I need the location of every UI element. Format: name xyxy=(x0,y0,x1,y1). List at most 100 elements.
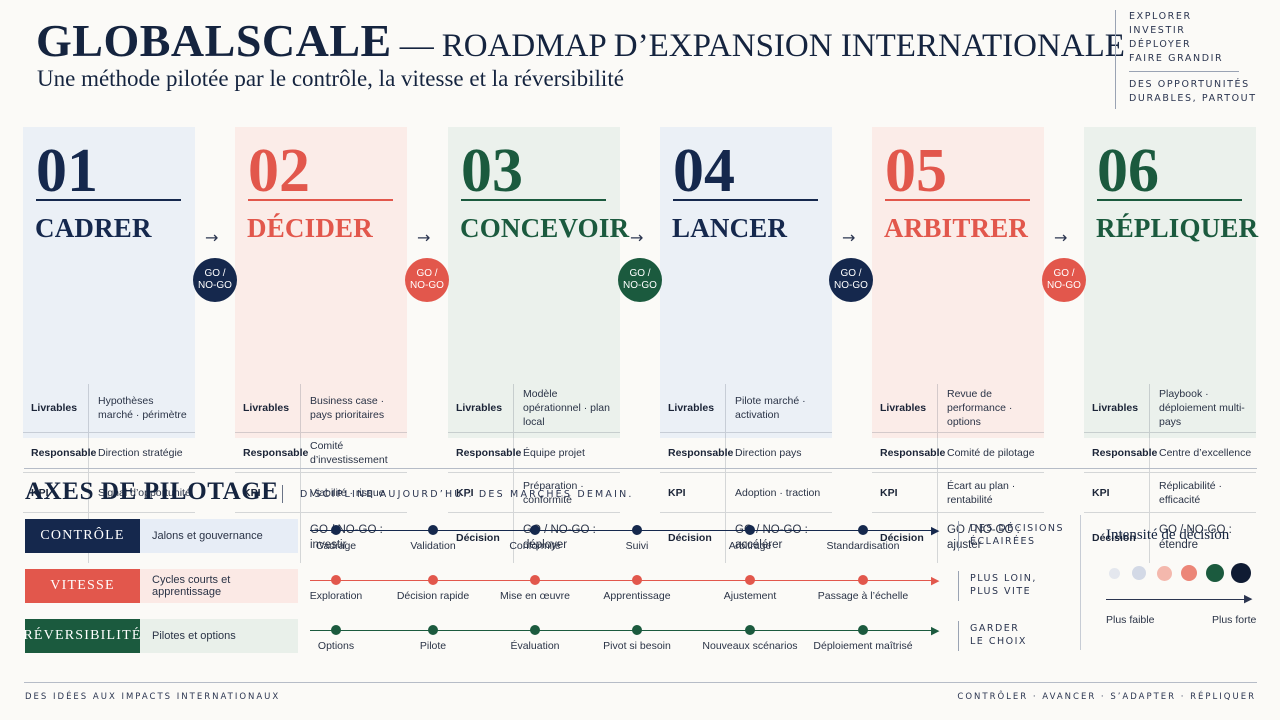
detail-row-responsable: Responsable Centre d’excellence xyxy=(1084,433,1256,473)
detail-label: Responsable xyxy=(23,433,96,472)
intensity-dot xyxy=(1108,567,1120,579)
detail-row-decision: Décision GO / NO-GO : ajuster xyxy=(872,513,1044,563)
side-word: EXPLORER xyxy=(1129,11,1192,22)
detail-value: GO / NO-GO : étendre xyxy=(1159,524,1232,551)
step-number: 05 xyxy=(885,137,947,205)
milestone-dot xyxy=(632,625,642,635)
caption-line: ÉCLAIRÉES xyxy=(970,536,1036,547)
badge-line: GO / xyxy=(416,268,438,279)
detail-value: GO / NO-GO : déployer xyxy=(523,524,596,551)
caption-divider xyxy=(958,571,959,601)
axis-description: Jalons et gouvernance xyxy=(140,519,298,553)
intensity-dot xyxy=(1231,563,1251,583)
milestone-label: Cadrage xyxy=(315,540,357,552)
milestone-dot xyxy=(530,525,540,535)
detail-row-kpi: KPI Viabilité · risque xyxy=(235,473,407,513)
timeline-arrow-icon: ▶ xyxy=(931,624,940,637)
detail-value: Revue de performance · options xyxy=(947,388,1013,428)
axis-description: Pilotes et options xyxy=(140,619,298,653)
section-divider xyxy=(24,468,1257,469)
step-number: 01 xyxy=(36,137,98,205)
arrow-right-icon: → xyxy=(630,228,644,247)
milestone-label: Arbitrage xyxy=(728,540,772,552)
badge-line: GO / xyxy=(1053,268,1075,279)
step-card-01: 01 CADRER Livrables Hypothèses marché · pér… xyxy=(23,127,195,563)
detail-label: Décision xyxy=(872,513,938,563)
detail-value: GO / NO-GO : accélérer xyxy=(735,524,808,551)
detail-value: Pilote marché · activation xyxy=(735,395,806,421)
milestone-dot xyxy=(745,625,755,635)
go-no-go-badge: GO / NO-GO xyxy=(193,258,237,302)
milestone-label: Suivi xyxy=(625,540,649,552)
go-no-go-badge: GO / NO-GO xyxy=(1042,258,1086,302)
milestone-label: Déploiement maîtrisé xyxy=(813,640,913,652)
detail-row-decision: Décision GO / NO-GO : accélérer xyxy=(660,513,832,563)
detail-row-livrables: Livrables Hypothèses marché · périmètre xyxy=(23,384,195,433)
caption-line: LE CHOIX xyxy=(970,636,1027,647)
detail-row-livrables: Livrables Business case · pays prioritair… xyxy=(235,384,407,433)
detail-value: Comité d’investissement xyxy=(310,439,388,466)
detail-value: Hypothèses marché · périmètre xyxy=(98,395,187,421)
step-name: CONCEVOIR xyxy=(460,213,630,243)
detail-row-livrables: Livrables Playbook · déploiement multi-pa… xyxy=(1084,384,1256,433)
milestone-label: Évaluation xyxy=(510,640,560,652)
milestone-label: Options xyxy=(317,640,355,652)
milestone-dot xyxy=(858,575,868,585)
step-name: ARBITRER xyxy=(884,213,1029,243)
milestone-dot xyxy=(428,575,438,585)
badge-line: NO-GO xyxy=(1047,280,1081,291)
detail-row-kpi: KPI Écart au plan · rentabilité xyxy=(872,473,1044,513)
milestone-label: Ajustement xyxy=(723,590,777,602)
detail-label: Livrables xyxy=(872,384,938,432)
milestone-label: Conformité xyxy=(509,540,561,552)
detail-label: KPI xyxy=(23,473,89,512)
detail-value: Comité de pilotage xyxy=(947,446,1035,459)
axis-label-1: VITESSE xyxy=(25,569,140,603)
step-number-underline xyxy=(248,199,393,201)
badge-line: NO-GO xyxy=(623,280,657,291)
detail-row-responsable: Responsable Direction stratégie xyxy=(23,433,195,473)
step-number: 02 xyxy=(248,137,310,205)
side-word: FAIRE GRANDIR xyxy=(1129,53,1224,64)
step-number: 06 xyxy=(1097,137,1159,205)
intensity-dot xyxy=(1132,566,1146,580)
axes-title: AXES DE PILOTAGE xyxy=(25,478,279,505)
step-card-04: 04 LANCER Livrables Pilote marché · activat… xyxy=(660,127,832,563)
axes-tagline: DISCIPLINE AUJOURD’HUI. DES MARCHÉS DEMA… xyxy=(300,489,634,500)
detail-label: KPI xyxy=(1084,473,1150,512)
detail-row-decision: Décision GO / NO-GO : déployer xyxy=(448,513,620,563)
detail-label: KPI xyxy=(235,473,301,512)
timeline-arrow-icon: ▶ xyxy=(931,574,940,587)
footer-left-text: DES IDÉES AUX IMPACTS INTERNATIONAUX xyxy=(25,692,281,702)
detail-label: Livrables xyxy=(660,384,726,432)
intensity-arrow-head-icon: ▶ xyxy=(1244,592,1253,605)
side-tagline: DES OPPORTUNITÉS xyxy=(1129,79,1250,90)
caption-line: GARDER xyxy=(970,623,1020,634)
intensity-arrow xyxy=(1106,599,1251,600)
footer-divider xyxy=(24,682,1257,683)
detail-label: Livrables xyxy=(1084,384,1150,432)
step-card-06: 06 RÉPLIQUER Livrables Playbook · déploieme… xyxy=(1084,127,1258,563)
milestone-dot xyxy=(632,525,642,535)
milestone-dot xyxy=(331,525,341,535)
brand-name: GLOBALSCALE xyxy=(36,15,392,66)
milestone-label: Standardisation xyxy=(826,540,900,552)
detail-label: KPI xyxy=(448,473,514,512)
step-card-05: 05 ARBITRER Livrables Revue de performance … xyxy=(872,127,1044,563)
detail-label: Livrables xyxy=(448,384,514,432)
detail-row-livrables: Livrables Modèle opérationnel · plan loca… xyxy=(448,384,620,433)
step-number-underline xyxy=(36,199,181,201)
detail-value: Équipe projet xyxy=(523,446,585,459)
detail-value: Réplicabilité · efficacité xyxy=(1159,479,1223,506)
header-divider xyxy=(1115,10,1116,109)
milestone-dot xyxy=(530,625,540,635)
milestone-label: Décision rapide xyxy=(396,590,470,602)
detail-value: Direction stratégie xyxy=(98,446,183,459)
detail-label: Livrables xyxy=(235,384,301,432)
detail-value: GO / NO-GO : ajuster xyxy=(947,524,1020,551)
footer-right-text: CONTRÔLER · AVANCER · S’ADAPTER · RÉPLIQ… xyxy=(957,692,1256,702)
detail-label: KPI xyxy=(660,473,726,512)
milestone-label: Exploration xyxy=(309,590,363,602)
detail-row-kpi: KPI Signal d’opportunité xyxy=(23,473,195,513)
go-no-go-badge: GO / NO-GO xyxy=(829,258,873,302)
